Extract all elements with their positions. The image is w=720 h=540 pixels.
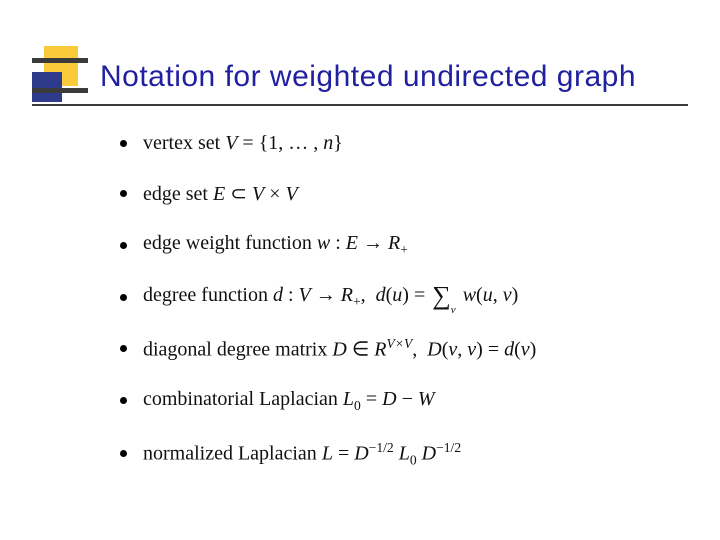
- decor-bar-bottom: [32, 88, 88, 93]
- bullet-text: vertex set V = {1, … , n}: [143, 132, 343, 155]
- bullet-marker: [120, 190, 127, 197]
- title-underline: [32, 104, 688, 106]
- list-item: combinatorial Laplacian L0 = D − W: [120, 388, 680, 414]
- bullet-text: diagonal degree matrix D ∈ RV×V, D(v, v)…: [143, 336, 536, 362]
- bullet-text: normalized Laplacian L = D−1/2 L0 D−1/2: [143, 440, 461, 469]
- list-item: degree function d : V → R+, d(u) = ∑v w(…: [120, 284, 680, 310]
- bullet-marker: [120, 242, 127, 249]
- bullet-marker: [120, 345, 127, 352]
- list-item: diagonal degree matrix D ∈ RV×V, D(v, v)…: [120, 336, 680, 362]
- decor-blue-square: [32, 72, 62, 102]
- bullet-marker: [120, 294, 127, 301]
- bullet-text: edge weight function w : E → R+: [143, 232, 408, 258]
- title-decoration: [32, 46, 88, 106]
- bullet-marker: [120, 140, 127, 147]
- bullet-text: edge set E ⊂ V × V: [143, 181, 298, 206]
- list-item: edge set E ⊂ V × V: [120, 181, 680, 206]
- bullet-text: combinatorial Laplacian L0 = D − W: [143, 388, 435, 414]
- list-item: edge weight function w : E → R+: [120, 232, 680, 258]
- list-item: vertex set V = {1, … , n}: [120, 132, 680, 155]
- decor-bar-top: [32, 58, 88, 63]
- bullet-list: vertex set V = {1, … , n} edge set E ⊂ V …: [120, 132, 680, 494]
- bullet-marker: [120, 397, 127, 404]
- slide-title: Notation for weighted undirected graph: [100, 60, 636, 94]
- bullet-text: degree function d : V → R+, d(u) = ∑v w(…: [143, 284, 518, 310]
- list-item: normalized Laplacian L = D−1/2 L0 D−1/2: [120, 440, 680, 469]
- bullet-marker: [120, 450, 127, 457]
